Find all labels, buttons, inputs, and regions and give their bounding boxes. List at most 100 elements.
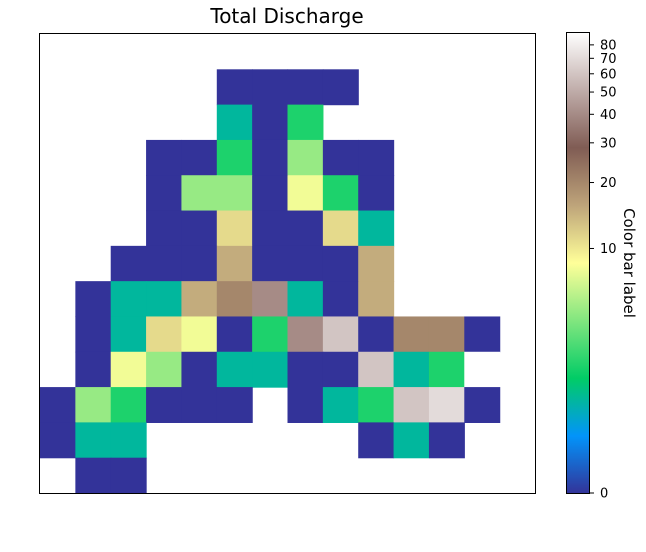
heatmap-cell: [428, 387, 465, 423]
heatmap-cell: [216, 387, 253, 423]
heatmap-cell: [322, 175, 359, 212]
heatmap-cell: [322, 281, 359, 318]
heatmap-cell: [216, 351, 253, 388]
heatmap-cell: [287, 104, 324, 141]
colorbar-tick-label: 60: [600, 67, 617, 82]
colorbar-tick-label: 30: [600, 136, 617, 151]
heatmap-cell: [181, 210, 218, 247]
heatmap-cell: [216, 175, 253, 212]
heatmap-cell: [358, 281, 395, 318]
heatmap-cell: [110, 422, 147, 459]
heatmap-cell: [252, 139, 289, 176]
heatmap-cell: [216, 245, 253, 282]
heatmap-cell: [358, 422, 395, 459]
colorbar: [566, 32, 590, 494]
heatmap-cell: [393, 316, 430, 353]
heatmap-cell: [216, 139, 253, 176]
heatmap-cell: [216, 316, 253, 353]
heatmap-cell: [358, 175, 395, 212]
heatmap-cells: [40, 69, 501, 494]
heatmap-cell: [110, 281, 147, 318]
heatmap-cell: [358, 351, 395, 388]
heatmap-cell: [75, 457, 112, 494]
heatmap-cell: [322, 351, 359, 388]
heatmap-cell: [181, 387, 218, 423]
heatmap-cell: [146, 281, 183, 318]
colorbar-label: Color bar label: [620, 208, 638, 318]
heatmap-cell: [287, 281, 324, 318]
heatmap-cell: [252, 281, 289, 318]
heatmap-cell: [75, 387, 112, 423]
heatmap-cell: [252, 69, 289, 106]
heatmap-cell: [322, 387, 359, 423]
heatmap-cell: [464, 316, 501, 353]
colorbar-tick-label: 0: [600, 487, 608, 502]
heatmap-cell: [287, 245, 324, 282]
heatmap-cell: [252, 316, 289, 353]
heatmap-cell: [393, 422, 430, 459]
heatmap-cell: [393, 351, 430, 388]
heatmap-cell: [358, 245, 395, 282]
heatmap-cell: [287, 387, 324, 423]
heatmap-cell: [287, 351, 324, 388]
heatmap-cell: [181, 139, 218, 176]
heatmap-cell: [181, 175, 218, 212]
heatmap-cell: [252, 351, 289, 388]
heatmap-cell: [287, 139, 324, 176]
heatmap-cell: [181, 351, 218, 388]
heatmap-cell: [146, 210, 183, 247]
heatmap-cell: [146, 175, 183, 212]
plot-frame: [39, 33, 536, 494]
heatmap-cell: [216, 281, 253, 318]
heatmap-cell: [358, 387, 395, 423]
heatmap-cell: [322, 139, 359, 176]
heatmap-cell: [428, 351, 465, 388]
colorbar-tick-label: 10: [600, 242, 617, 257]
heatmap-cell: [110, 457, 147, 494]
heatmap-cell: [287, 175, 324, 212]
heatmap-cell: [322, 69, 359, 106]
heatmap-cell: [428, 422, 465, 459]
heatmap-cell: [216, 69, 253, 106]
heatmap-cell: [40, 422, 76, 459]
heatmap-cell: [181, 281, 218, 318]
heatmap-cell: [181, 245, 218, 282]
heatmap-cell: [428, 316, 465, 353]
colorbar-tick-label: 80: [600, 38, 617, 53]
heatmap-cell: [75, 422, 112, 459]
heatmap-cell: [110, 316, 147, 353]
heatmap-cell: [358, 316, 395, 353]
heatmap-cell: [393, 387, 430, 423]
heatmap-cell: [146, 316, 183, 353]
heatmap-cell: [358, 210, 395, 247]
heatmap-cell: [464, 387, 501, 423]
heatmap-cell: [322, 316, 359, 353]
heatmap-cell: [358, 139, 395, 176]
colorbar-tick-label: 70: [600, 52, 617, 67]
heatmap-cell: [110, 245, 147, 282]
heatmap-cell: [75, 281, 112, 318]
colorbar-tick-label: 20: [600, 176, 617, 191]
heatmap-cell: [252, 245, 289, 282]
heatmap-cell: [110, 387, 147, 423]
colorbar-tick-label: 50: [600, 86, 617, 101]
heatmap-cell: [287, 316, 324, 353]
heatmap-cell: [252, 104, 289, 141]
heatmap-cell: [216, 104, 253, 141]
heatmap-cell: [75, 351, 112, 388]
colorbar-tick-label: 40: [600, 108, 617, 123]
heatmap-cell: [40, 387, 76, 423]
heatmap-cell: [322, 210, 359, 247]
heatmap-cell: [146, 387, 183, 423]
heatmap-cell: [181, 316, 218, 353]
heatmap-cell: [252, 175, 289, 212]
heatmap-cell: [110, 351, 147, 388]
heatmap-cell: [287, 210, 324, 247]
heatmap-cell: [75, 316, 112, 353]
heatmap-cell: [252, 210, 289, 247]
heatmap-cell: [322, 245, 359, 282]
heatmap-cell: [216, 210, 253, 247]
heatmap-cell: [146, 245, 183, 282]
